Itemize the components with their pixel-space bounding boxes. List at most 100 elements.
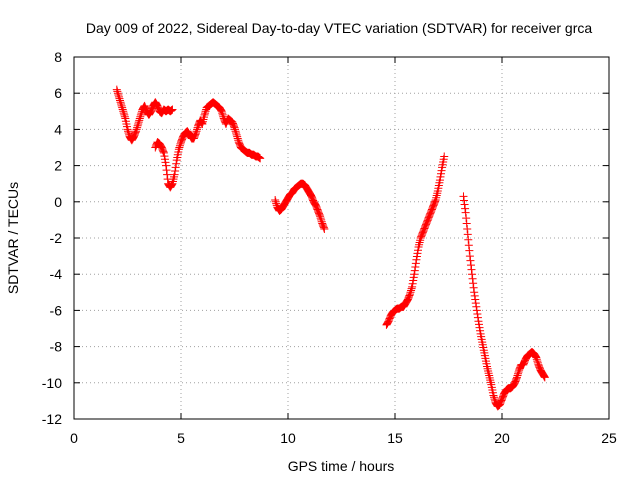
data-point <box>230 123 239 132</box>
data-point <box>175 141 184 150</box>
data-point <box>413 249 422 258</box>
data-point <box>134 118 143 127</box>
data-point <box>131 128 140 137</box>
data-point <box>411 259 420 268</box>
data-point <box>316 212 325 221</box>
data-point <box>512 373 521 382</box>
data-point <box>113 89 122 98</box>
data-point <box>191 129 200 138</box>
data-point <box>201 109 210 118</box>
data-point <box>124 127 133 136</box>
data-point <box>159 147 168 156</box>
data-point <box>437 169 446 178</box>
x-axis-tick-labels: 0 5 10 15 20 25 <box>70 430 617 446</box>
data-point <box>474 320 483 329</box>
y-tick-label: 0 <box>54 194 62 210</box>
data-point <box>512 374 521 383</box>
data-point <box>409 273 418 282</box>
data-point <box>193 123 202 132</box>
data-point <box>192 127 201 136</box>
data-point <box>170 172 179 181</box>
data-point <box>431 197 440 206</box>
data-point <box>415 238 424 247</box>
data-point <box>136 112 145 121</box>
grid-lines <box>74 57 609 419</box>
data-point <box>509 380 518 389</box>
data-point <box>486 378 495 387</box>
data-point <box>161 158 170 167</box>
data-point <box>162 161 171 170</box>
data-point <box>117 100 126 109</box>
data-point <box>176 139 185 148</box>
data-point <box>471 295 480 304</box>
data-point <box>485 371 494 380</box>
data-point <box>217 107 226 116</box>
y-tick-label: 2 <box>54 158 62 174</box>
data-point <box>473 313 482 322</box>
data-point <box>463 230 472 239</box>
data-point <box>116 96 125 105</box>
data-point <box>470 291 479 300</box>
x-tick-label: 10 <box>280 430 296 446</box>
y-tick-label: -12 <box>42 411 62 427</box>
data-point <box>168 105 177 114</box>
data-point <box>160 155 169 164</box>
data-point <box>471 299 480 308</box>
data-point <box>315 210 324 219</box>
data-point <box>167 181 176 190</box>
data-point <box>272 199 281 208</box>
data-point <box>414 246 423 255</box>
data-point <box>232 129 241 138</box>
data-point <box>406 288 415 297</box>
data-point <box>118 105 127 114</box>
data-point <box>432 193 441 202</box>
data-point <box>465 252 474 261</box>
data-point <box>197 119 206 128</box>
data-point <box>233 134 242 143</box>
data-point <box>320 224 329 233</box>
data-point <box>231 127 240 136</box>
data-point <box>415 240 424 249</box>
data-point <box>484 367 493 376</box>
data-point <box>464 241 473 250</box>
data-point <box>407 284 416 293</box>
data-point <box>116 98 125 107</box>
data-point <box>476 326 485 335</box>
y-axis-tick-labels: -12 -10 -8 -6 -4 -2 0 2 4 6 8 <box>42 49 62 427</box>
data-point <box>319 223 328 232</box>
data-point <box>169 175 178 184</box>
data-point <box>412 252 421 261</box>
data-point <box>472 306 481 315</box>
data-point <box>120 110 129 119</box>
data-point <box>513 371 522 380</box>
data-point <box>514 367 523 376</box>
data-point <box>114 91 123 100</box>
data-point <box>459 192 468 201</box>
x-tick-label: 5 <box>177 430 185 446</box>
data-point <box>172 159 181 168</box>
data-point <box>532 353 541 362</box>
data-point <box>437 166 446 175</box>
data-point <box>123 125 132 134</box>
data-point <box>113 87 122 96</box>
data-point <box>469 279 478 288</box>
data-point <box>117 101 126 110</box>
data-point <box>461 208 470 217</box>
data-point <box>218 110 227 119</box>
data-point <box>514 369 523 378</box>
data-point <box>133 121 142 130</box>
data-point <box>435 176 444 185</box>
data-point <box>160 152 169 161</box>
x-tick-label: 0 <box>70 430 78 446</box>
data-point <box>136 110 145 119</box>
data-point <box>432 191 441 200</box>
data-point <box>124 129 133 138</box>
data-point <box>539 371 548 380</box>
data-point <box>175 143 184 152</box>
x-tick-label: 15 <box>387 430 403 446</box>
data-point <box>460 200 469 209</box>
data-point <box>489 393 498 402</box>
chart-title: Day 009 of 2022, Sidereal Day-to-day VTE… <box>86 20 592 36</box>
data-point <box>152 100 161 109</box>
data-point <box>317 215 326 224</box>
